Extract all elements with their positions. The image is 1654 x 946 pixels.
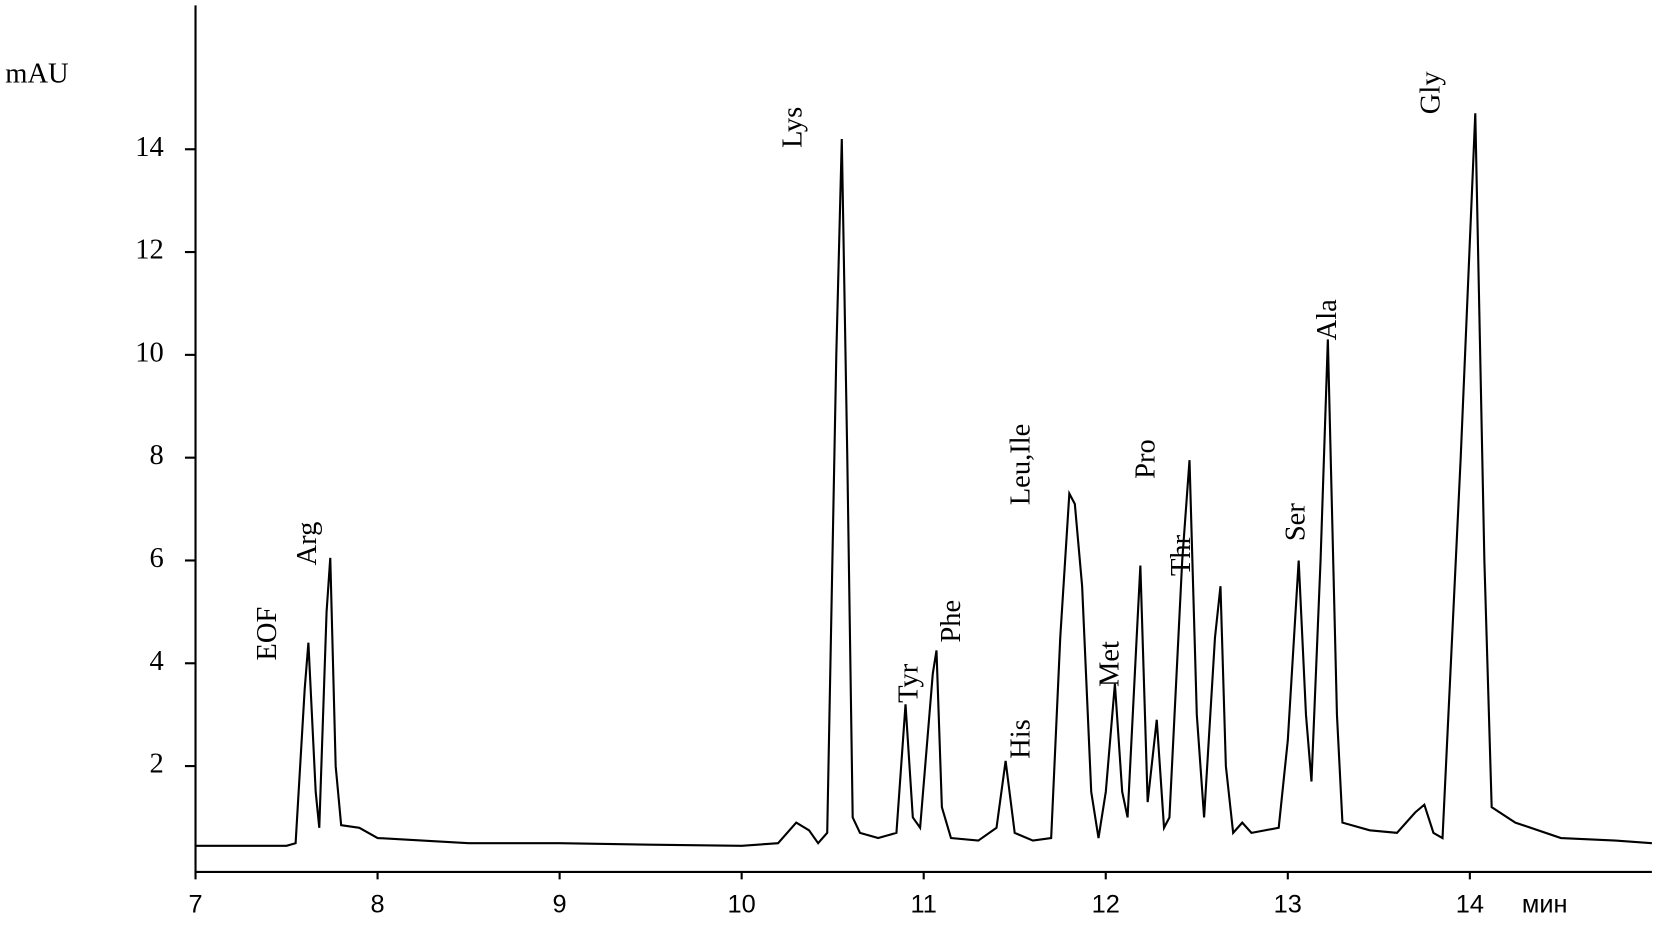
y-tick-label: 14 bbox=[135, 132, 164, 163]
peak-label: His bbox=[1006, 719, 1037, 759]
peak-label: Gly bbox=[1416, 71, 1447, 115]
x-tick-label: 11 bbox=[911, 890, 937, 918]
x-tick-label: 7 bbox=[188, 890, 202, 918]
x-tick-label: 9 bbox=[553, 890, 567, 918]
y-tick-label: 6 bbox=[150, 543, 164, 574]
peak-label: Ser bbox=[1280, 503, 1311, 542]
x-tick-label: 13 bbox=[1274, 890, 1302, 918]
peak-label: Pro bbox=[1130, 439, 1161, 479]
peak-label: EOF bbox=[252, 607, 283, 661]
peak-label: Ala bbox=[1312, 299, 1343, 341]
x-tick-label: 8 bbox=[371, 890, 385, 918]
x-axis-label: мин bbox=[1522, 890, 1568, 918]
peak-label: Thr bbox=[1166, 534, 1197, 576]
peak-label: Tyr bbox=[894, 663, 925, 703]
y-axis-label: mAU bbox=[5, 59, 68, 90]
peak-label: Phe bbox=[936, 600, 967, 643]
peak-label: Leu,Ile bbox=[1006, 424, 1037, 506]
y-tick-label: 10 bbox=[135, 337, 164, 368]
x-tick-label: 12 bbox=[1092, 890, 1120, 918]
peak-label: Met bbox=[1094, 641, 1125, 687]
x-tick-label: 10 bbox=[728, 890, 756, 918]
y-tick-label: 4 bbox=[150, 646, 164, 677]
peak-label: Arg bbox=[292, 522, 323, 566]
y-tick-label: 2 bbox=[150, 749, 164, 780]
x-tick-label: 14 bbox=[1456, 890, 1484, 918]
y-tick-label: 8 bbox=[150, 440, 164, 471]
y-tick-label: 12 bbox=[135, 235, 164, 266]
trace bbox=[195, 113, 1652, 847]
peak-label: Lys bbox=[777, 107, 808, 148]
